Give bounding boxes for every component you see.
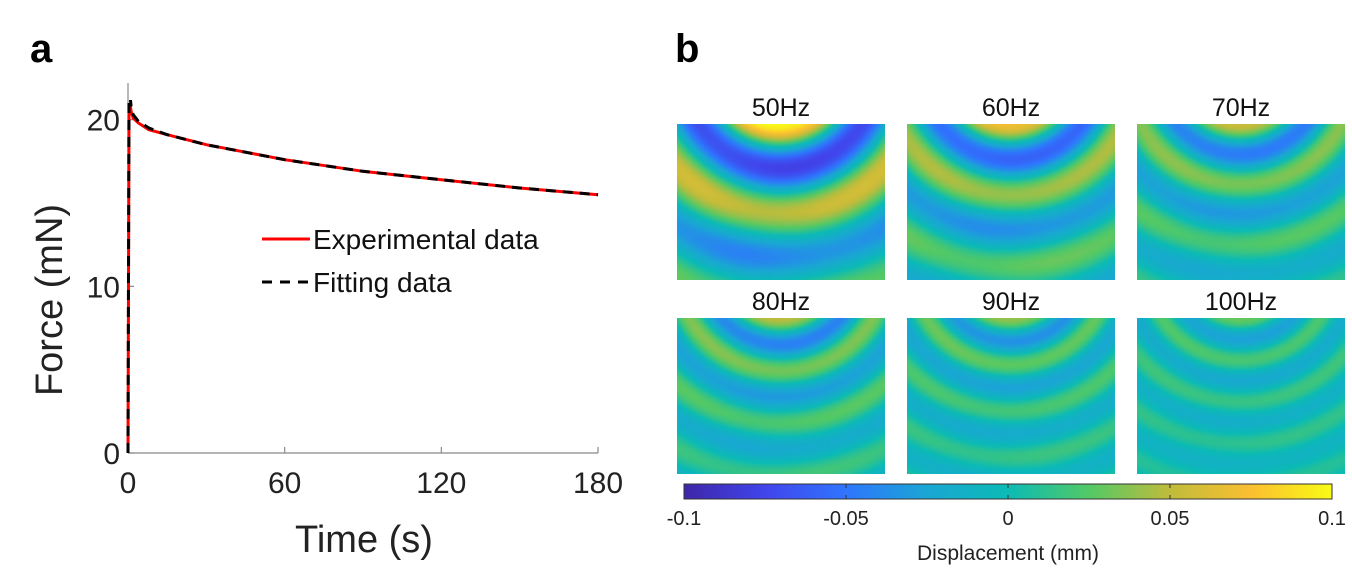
x-tick-label: 180 <box>573 467 623 500</box>
x-axis-label: Time (s) <box>295 519 433 561</box>
heatmap-title: 100Hz <box>1205 288 1277 316</box>
heatmap-100Hz: 100Hz <box>1137 288 1345 474</box>
legend-label-experimental: Experimental data <box>313 224 539 255</box>
heatmap-image <box>677 124 885 280</box>
heatmap-90Hz: 90Hz <box>907 288 1115 474</box>
x-tick-label: 0 <box>120 467 137 500</box>
displacement-maps: 50Hz 60Hz 70Hz 80Hz 90Hz 100Hz -0.1 -0.05 0 0.05… <box>667 94 1346 565</box>
y-axis-label: Force (mN) <box>29 204 71 396</box>
heatmap-title: 90Hz <box>982 288 1040 316</box>
colorbar-tick-label: -0.1 <box>667 508 701 530</box>
y-tick-label: 10 <box>87 271 120 304</box>
colorbar-tick-label: 0.05 <box>1151 508 1190 530</box>
heatmap-title: 70Hz <box>1212 94 1270 122</box>
x-tick-label: 60 <box>268 467 301 500</box>
heatmap-image <box>677 318 885 474</box>
heatmap-image <box>907 318 1115 474</box>
x-tick-label: 120 <box>416 467 466 500</box>
legend-label-fitting: Fitting data <box>313 267 452 298</box>
panel-letter-a: a <box>30 27 53 71</box>
heatmap-image <box>1137 124 1345 280</box>
y-tick-label: 0 <box>103 438 120 471</box>
colorbar-tick-label: -0.05 <box>823 508 869 530</box>
heatmap-image <box>907 124 1115 280</box>
heatmap-80Hz: 80Hz <box>677 288 885 474</box>
y-tick-label: 20 <box>87 105 120 138</box>
axis-ticks: 0 60 120 180 0 10 20 <box>87 105 623 500</box>
plot-lines <box>126 100 599 454</box>
colorbar-label: Displacement (mm) <box>917 542 1099 565</box>
colorbar-tick-label: 0.1 <box>1318 508 1346 530</box>
force-time-plot: 0 60 120 180 0 10 20 Time (s) Force (mN) Exper… <box>29 83 623 561</box>
heatmap-60Hz: 60Hz <box>907 94 1115 280</box>
heatmap-title: 60Hz <box>982 94 1040 122</box>
heatmap-70Hz: 70Hz <box>1137 94 1345 280</box>
heatmap-title: 80Hz <box>752 288 810 316</box>
legend: Experimental data Fitting data <box>262 224 539 298</box>
panel-letter-b: b <box>675 27 699 71</box>
heatmap-50Hz: 50Hz <box>677 94 885 280</box>
heatmap-title: 50Hz <box>752 94 810 122</box>
heatmap-image <box>1137 318 1345 474</box>
colorbar-tick-label: 0 <box>1002 508 1013 530</box>
colorbar: -0.1 -0.05 0 0.05 0.1 Displacement (mm) <box>667 483 1346 565</box>
fitting-data-line <box>126 100 599 454</box>
